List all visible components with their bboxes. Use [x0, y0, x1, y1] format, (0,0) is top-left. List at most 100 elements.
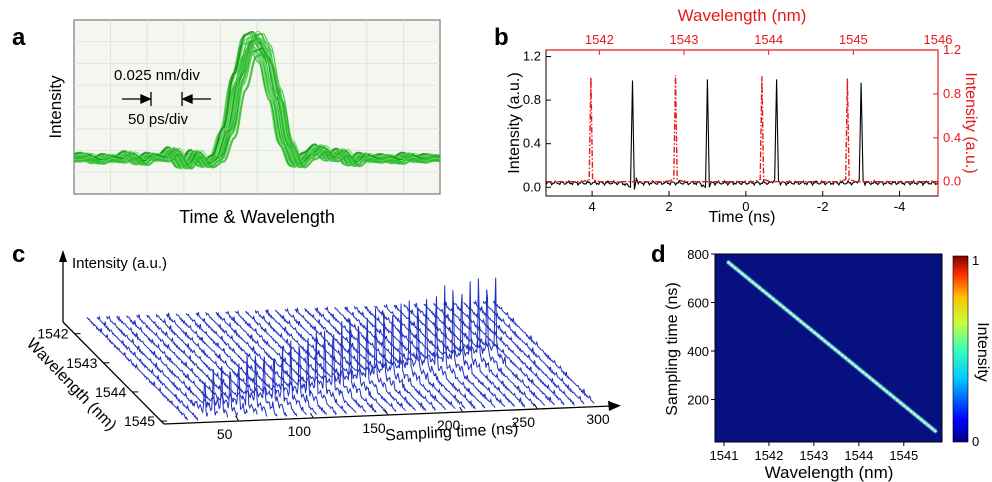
- panel-c-time-tick-label: 50: [217, 426, 233, 442]
- panel-c-trace: [116, 315, 219, 416]
- panel-d-ridge-dot: [792, 314, 796, 318]
- panel-d-ridge-dot: [847, 359, 851, 363]
- panel-a-trace: [74, 38, 440, 165]
- panel-d-x-tick-label: 1543: [799, 448, 828, 463]
- panel-c-trace: [126, 315, 228, 418]
- panel-d-ridge-dot: [751, 280, 754, 284]
- panel-c-ticks: 50 100 150 200 250 300 1542 1543 1544 1545: [37, 326, 613, 442]
- panel-c-trace: [225, 310, 328, 415]
- panel-c-wavelength-tick-label: 1542: [37, 326, 68, 342]
- panel-c-trace: [195, 311, 298, 417]
- panel-b-left-axis-label: Intensity (a.u.): [506, 72, 523, 173]
- panel-d-ticks: 1541 1542 1543 1544 1545 200 400 600 800: [687, 247, 918, 463]
- panel-b-top-axis-label: Wavelength (nm): [678, 6, 807, 25]
- panel-d-ridge-dot: [920, 418, 923, 422]
- panel-b-right-axis-label: Intensity (a.u.): [962, 72, 979, 173]
- panel-d-ridge-dot: [761, 289, 765, 292]
- panel-d-ridge-dot: [840, 353, 844, 357]
- panel-d-ridge-dot: [851, 362, 854, 365]
- panel-a: a Intensity Time & Wavelength 0.025 nm/d…: [12, 19, 441, 227]
- panel-a-annotation-wavelength: 0.025 nm/div: [114, 67, 200, 84]
- panel-c-time-tick-label: 100: [288, 423, 312, 439]
- panel-b-right-tick-label: 1.2: [943, 42, 961, 57]
- panel-d-ridge-dot: [923, 421, 927, 425]
- panel-d-ridge-dot: [813, 331, 816, 335]
- panel-d-ridge-dot: [827, 342, 830, 346]
- panel-d-y-axis-label: Sampling time (ns): [664, 282, 681, 415]
- panel-c-z-axis-label: Intensity (a.u.): [72, 255, 167, 272]
- panel-d-ridge-dot: [730, 264, 734, 267]
- panel-d-ridge-dot: [816, 334, 820, 337]
- panel-d-ridge-dot: [927, 424, 930, 427]
- panel-b-x-tick-label: 2: [665, 199, 672, 214]
- panel-c-trace: [383, 285, 486, 409]
- panel-b-right-tick-label: 0.4: [943, 130, 961, 145]
- panel-c-trace: [314, 307, 416, 411]
- panel-d-ridge-dot: [902, 404, 906, 408]
- panel-d-ridge-dot: [896, 398, 899, 402]
- panel-b-x-tick-label: 0: [742, 199, 749, 214]
- panel-d-ridge-dot: [913, 412, 916, 416]
- panel-d-ridge-dot: [765, 292, 768, 295]
- panel-d-ridge-dot: [882, 387, 885, 391]
- panel-a-trace: [74, 48, 440, 165]
- panel-c-trace: [393, 290, 496, 408]
- panel-d-ridge-dot: [885, 390, 889, 394]
- panel-b-top-tick-label: 1542: [585, 32, 614, 47]
- panel-c-trace: [482, 300, 585, 405]
- panel-a-arrows: [122, 92, 211, 106]
- panel-c-trace: [136, 314, 238, 417]
- panel-d-ridge-dot: [892, 396, 896, 399]
- panel-b-x-tick-label: -2: [817, 199, 829, 214]
- panel-c-trace: [324, 305, 427, 412]
- panel-c-wavelength-axis: [62, 321, 165, 425]
- panel-d-ridge-dot: [734, 266, 737, 270]
- panel-d-x-tick-label: 1542: [754, 448, 783, 463]
- panel-c-trace: [433, 289, 535, 407]
- panel-c-trace: [463, 302, 565, 406]
- panel-c-trace: [185, 313, 288, 418]
- panel-c-time-tick: [309, 412, 314, 419]
- panel-c-trace: [304, 307, 407, 411]
- panel-c-wavelength-tick-label: 1545: [124, 413, 155, 429]
- panel-d-ridge-dot: [789, 311, 792, 315]
- panel-d-ridge-dot: [775, 300, 778, 304]
- panel-c-trace: [344, 300, 446, 411]
- panel-c-trace: [264, 309, 367, 413]
- panel-d-ridge-dot: [782, 306, 785, 309]
- panel-b-time-trace: [546, 79, 938, 190]
- panel-b-top-tick-label: 1544: [754, 32, 783, 47]
- panel-d-x-axis-label: Wavelength (nm): [765, 463, 894, 482]
- panel-c-trace: [423, 278, 526, 408]
- panel-c: c Intensity (a.u.) Wavelength (nm) Sampl…: [12, 241, 621, 444]
- panel-c-trace: [245, 310, 347, 415]
- panel-a-trace: [74, 52, 440, 170]
- panel-a-trace: [74, 33, 440, 168]
- panel-c-traces: [86, 277, 595, 421]
- panel-d-ridge-dot: [916, 415, 920, 419]
- panel-d-x-tick-label: 1544: [844, 448, 873, 463]
- panel-c-trace: [254, 309, 357, 413]
- panel-b-top-tick-label: 1543: [670, 32, 699, 47]
- panel-c-trace: [403, 293, 506, 408]
- panel-d-ridge-dot: [785, 309, 789, 312]
- panel-b-right-tick-label: 0.8: [943, 86, 961, 101]
- panel-c-trace: [443, 277, 545, 406]
- panel-d-frame: [714, 253, 943, 443]
- panel-d-x-tick-label: 1545: [889, 448, 918, 463]
- panel-d-ridge-dot: [837, 351, 841, 354]
- panel-c-time-tick: [384, 409, 389, 416]
- panel-d-ridge-dot: [930, 427, 934, 430]
- panel-c-time-tick: [608, 400, 613, 407]
- panel-d-ridge-dot: [727, 261, 730, 264]
- panel-b-ticks: 4 2 0 -2 -4 0.0 0.4 0.8 1.2 1542 1543 1544 1545 1546 0…: [523, 32, 961, 214]
- panel-b-x-tick-label: -4: [894, 199, 906, 214]
- panel-d-colorbar: [952, 255, 969, 443]
- panel-c-z-axis-arrowhead: [59, 250, 67, 262]
- panel-d-ridge-dot: [772, 297, 775, 301]
- panel-d-ridge-dot: [906, 407, 909, 410]
- panel-d-ridge-dot: [861, 370, 865, 374]
- panel-a-annotation-time: 50 ps/div: [128, 111, 189, 128]
- panel-b-label: b: [494, 24, 509, 51]
- panel-b-x-tick-label: 4: [589, 199, 596, 214]
